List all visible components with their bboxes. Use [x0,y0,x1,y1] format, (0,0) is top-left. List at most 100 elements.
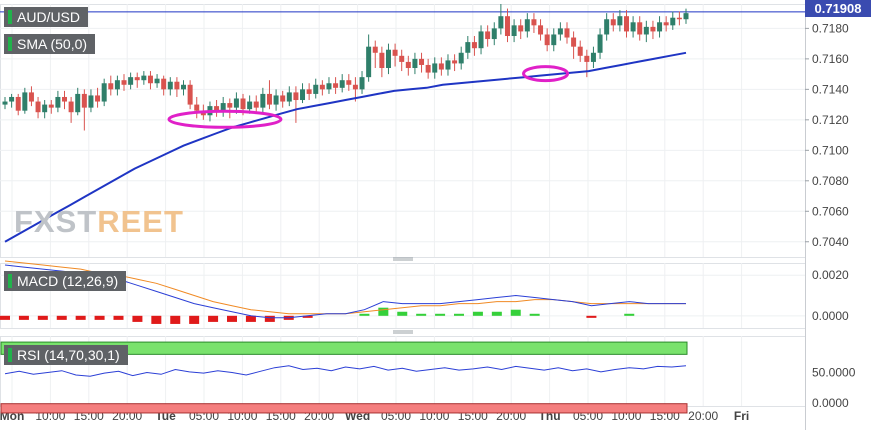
candle-body [491,28,497,40]
candle-body [683,13,689,20]
candle-body [432,63,438,73]
sma-label-text: SMA (50,0) [17,36,88,52]
candle-body [62,96,68,102]
candle-body [35,101,41,113]
candle-body [471,42,477,49]
candle-body [617,16,623,26]
rsi-overbought-zone [0,341,688,355]
macd-histogram-bar [416,313,427,316]
macd-histogram-bar [0,315,10,320]
candle-body [326,83,332,90]
candle-body [359,77,365,90]
macd-histogram-bar [491,311,502,316]
candle-body [214,106,220,111]
candle-body [452,60,458,64]
candle-body [478,31,484,49]
candle-body [643,26,649,35]
macd-histogram-bar [264,315,275,322]
candle-body [590,52,596,62]
macd-histogram-bar [208,315,219,322]
candle-body [293,92,299,101]
candle-body [108,83,114,90]
candle-body [81,93,87,108]
candle-body [399,55,405,62]
macd-histogram-bar [132,315,143,322]
candle-body [445,60,451,70]
candle-body [187,84,193,105]
macd-histogram-bar [151,315,162,324]
candle-body [141,75,147,81]
symbol-label-marker [8,10,12,24]
rsi-oversold-zone [0,403,688,414]
candle-body [372,46,378,53]
macd-label: MACD (12,26,9) [4,271,127,291]
candle-body [564,28,570,38]
price-tick-label: 0.7180 [812,21,849,35]
candle-body [134,77,140,81]
macd-tick-label: 0.0020 [812,268,849,282]
candle-body [68,101,74,113]
x-tick-label: 20:00 [688,409,718,423]
candle-body [95,95,101,102]
candle-body [167,81,173,90]
price-tick-label: 0.7140 [812,82,849,96]
rsi-label-text: RSI (14,70,30,1) [17,347,120,363]
candle-body [551,34,557,46]
candle-body [220,103,226,111]
candle-body [240,98,246,110]
brand-watermark: FXSTREET [14,204,184,240]
macd-histogram-bar [189,315,200,324]
macd-histogram-bar [75,315,86,320]
candle-body [273,95,279,105]
highlight-ellipse [522,65,570,83]
candle-body [319,84,325,90]
candle-body [48,104,54,108]
price-tick-label: 0.7160 [812,52,849,66]
macd-histogram-bar [586,315,597,318]
highlight-ellipse [167,109,283,129]
candle-body [75,93,81,113]
candle-body [286,92,292,102]
candle-body [266,93,272,105]
sma-label-marker [8,37,12,51]
candle-body [306,89,312,94]
candle-body [121,80,127,85]
panel-frame-0 [0,4,806,258]
symbol-label-text: AUD/USD [17,9,81,25]
candle-body [670,17,676,26]
candle-body [333,83,339,88]
candle-body [194,104,200,111]
candle-body [352,84,358,90]
candle-body [181,84,187,90]
macd-histogram-bar [529,313,540,316]
candle-body [2,101,8,105]
symbol-label: AUD/USD [4,7,89,27]
candle-body [55,96,61,108]
candle-body [260,93,266,108]
macd-label-text: MACD (12,26,9) [17,273,119,289]
macd-histogram-bar [435,313,446,316]
candle-body [366,46,372,78]
macd-histogram-bar [170,315,181,324]
candle-body [385,49,391,69]
candle-body [233,98,239,108]
macd-histogram-bar [378,307,389,316]
candle-body [597,34,603,53]
candle-body [227,103,233,108]
candle-body [524,19,530,32]
candle-body [458,52,464,64]
candle-body [465,42,471,53]
candle-body [15,96,21,111]
candle-body [650,26,656,32]
macd-histogram-bar [302,315,313,318]
sma-label: SMA (50,0) [4,34,96,54]
candle-body [114,80,120,90]
rsi-line [4,365,687,377]
candle-body [392,49,398,56]
candle-body [577,46,583,56]
macd-histogram-bar [227,315,237,322]
candle-body [253,101,259,108]
price-tick-label: 0.7120 [812,113,849,127]
macd-histogram-bar [359,313,370,316]
candle-body [174,81,180,90]
